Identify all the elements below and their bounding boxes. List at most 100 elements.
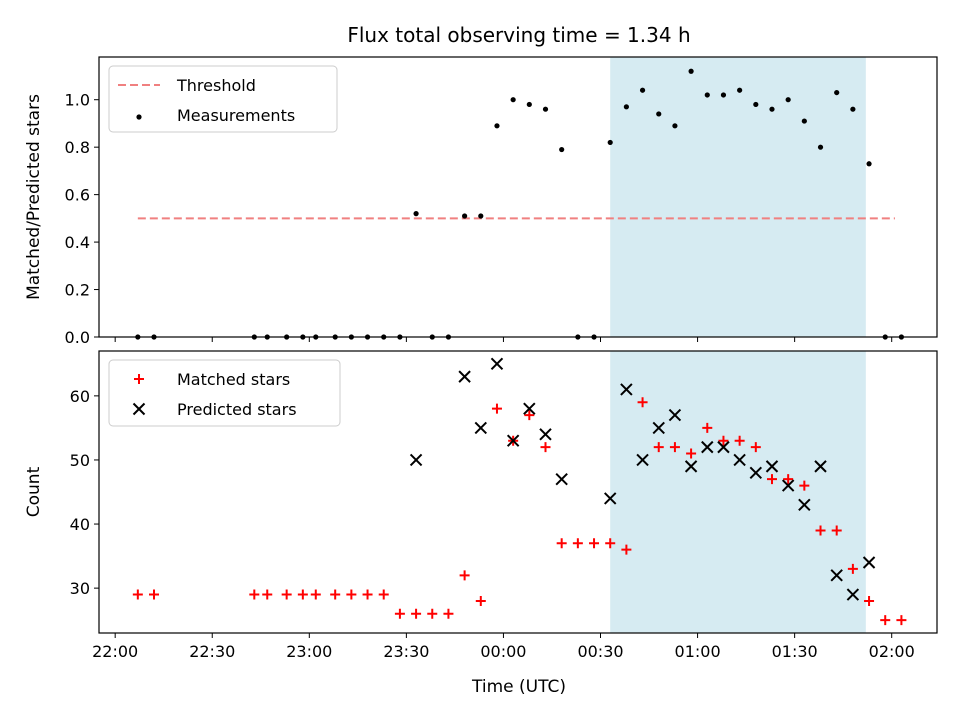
matched-star-marker	[653, 442, 664, 453]
legend-label: Matched stars	[177, 370, 290, 389]
predicted-star-marker	[701, 440, 714, 454]
measurement-point	[656, 111, 662, 117]
legend-label: Predicted stars	[177, 400, 297, 419]
legend-swatch	[134, 374, 144, 384]
matched-star-marker	[799, 480, 810, 491]
bottom-panel: 22:00 22:30 23:00 23:30 00:00 00:30 01:00 01:30…	[24, 350, 938, 661]
x-tick-label: 22:00	[92, 642, 138, 661]
matched-star-marker	[605, 538, 616, 549]
observing-interval-band	[610, 57, 866, 337]
measurement-point	[672, 123, 678, 129]
measurement-point	[753, 101, 759, 108]
predicted-star-marker	[733, 453, 746, 467]
predicted-star-marker	[830, 569, 843, 582]
measurement-point	[801, 118, 807, 124]
matched-star-marker	[540, 442, 551, 453]
matched-star-marker	[330, 589, 341, 600]
matched-star-marker	[880, 615, 891, 626]
matched-star-marker	[864, 595, 875, 606]
matched-star-marker	[766, 474, 777, 485]
measurement-point	[704, 92, 710, 98]
matched-star-marker	[524, 410, 535, 421]
matched-star-marker	[149, 589, 160, 600]
matched-star-marker	[459, 570, 470, 581]
matched-star-marker	[783, 474, 794, 485]
y-tick-label: 1.0	[65, 91, 90, 110]
matched-star-marker	[310, 589, 321, 600]
predicted-star-marker	[523, 402, 536, 415]
matched-star-marker	[297, 589, 308, 600]
predicted-star-marker	[636, 453, 649, 467]
y-tick-label: 60	[70, 387, 90, 406]
legend-item: Measurements	[136, 106, 295, 125]
matched-star-marker	[475, 595, 486, 606]
predicted-star-marker	[765, 460, 779, 473]
matched-star-marker	[394, 608, 405, 619]
y-tick-label: 0.2	[65, 281, 90, 300]
x-tick-label: 23:30	[383, 642, 429, 661]
legend-label: Threshold	[176, 76, 256, 95]
predicted-star-marker	[798, 498, 811, 512]
y-axis-label: Matched/Predicted stars	[24, 94, 44, 300]
matched-star-marker	[718, 435, 729, 446]
measurement-point	[623, 104, 629, 110]
matched-star-marker	[556, 538, 567, 549]
y-tick-label: 0.4	[65, 233, 90, 252]
axes-frame	[98, 350, 938, 634]
measurement-point	[866, 161, 872, 167]
matched-star-marker	[589, 538, 600, 549]
matched-star-marker	[346, 589, 357, 600]
x-tick-label: 00:00	[480, 642, 526, 661]
axes-frame	[98, 56, 938, 338]
y-tick-label: 30	[70, 579, 90, 598]
predicted-star-marker	[668, 408, 682, 422]
measurement-point	[720, 92, 727, 98]
matched-star-marker	[411, 608, 422, 619]
x-tick-label: 22:30	[189, 642, 235, 661]
measurement-point	[850, 106, 856, 112]
x-tick-label: 01:30	[772, 642, 818, 661]
predicted-star-marker	[555, 472, 568, 486]
measurement-point	[478, 213, 484, 219]
measurement-point	[607, 139, 613, 146]
predicted-star-marker	[749, 466, 763, 479]
matched-star-marker	[262, 589, 273, 600]
measurement-point	[769, 106, 775, 112]
predicted-star-marker	[862, 556, 876, 569]
legend-swatch	[136, 114, 142, 120]
legend: Matched stars Predicted stars	[108, 359, 341, 427]
measurement-point	[817, 144, 824, 150]
x-tick-label: 02:00	[869, 642, 915, 661]
measurement-point	[526, 101, 532, 108]
legend-item: Threshold	[118, 76, 256, 95]
matched-star-marker	[637, 397, 648, 408]
predicted-star-marker	[490, 357, 504, 371]
predicted-star-marker	[539, 428, 552, 441]
measurement-point	[785, 97, 791, 103]
measurement-point	[510, 97, 516, 103]
measurement-point	[494, 123, 500, 129]
x-tick-label: 01:00	[675, 642, 721, 661]
matched-star-marker	[443, 608, 454, 619]
matched-star-marker	[750, 442, 761, 453]
y-tick-label: 0.6	[65, 186, 90, 205]
predicted-star-marker	[814, 460, 827, 473]
y-tick-label: 40	[70, 515, 90, 534]
y-tick-label: 0.0	[65, 328, 90, 347]
matched-star-marker	[815, 525, 826, 536]
matched-star-marker	[427, 608, 438, 619]
predicted-star-marker	[781, 479, 795, 492]
matched-star-marker	[378, 589, 389, 600]
measurement-point	[834, 89, 840, 96]
matched-star-marker	[132, 589, 143, 600]
matched-star-marker	[896, 615, 907, 626]
measurement-point	[559, 146, 565, 153]
predicted-star-marker	[652, 421, 665, 435]
predicted-star-marker	[684, 460, 698, 473]
y-axis-label: Count	[24, 466, 44, 517]
measurement-point	[737, 87, 743, 93]
legend: Threshold Measurements	[108, 65, 338, 133]
legend-item: Predicted stars	[132, 400, 297, 419]
measurement-point	[688, 68, 694, 74]
